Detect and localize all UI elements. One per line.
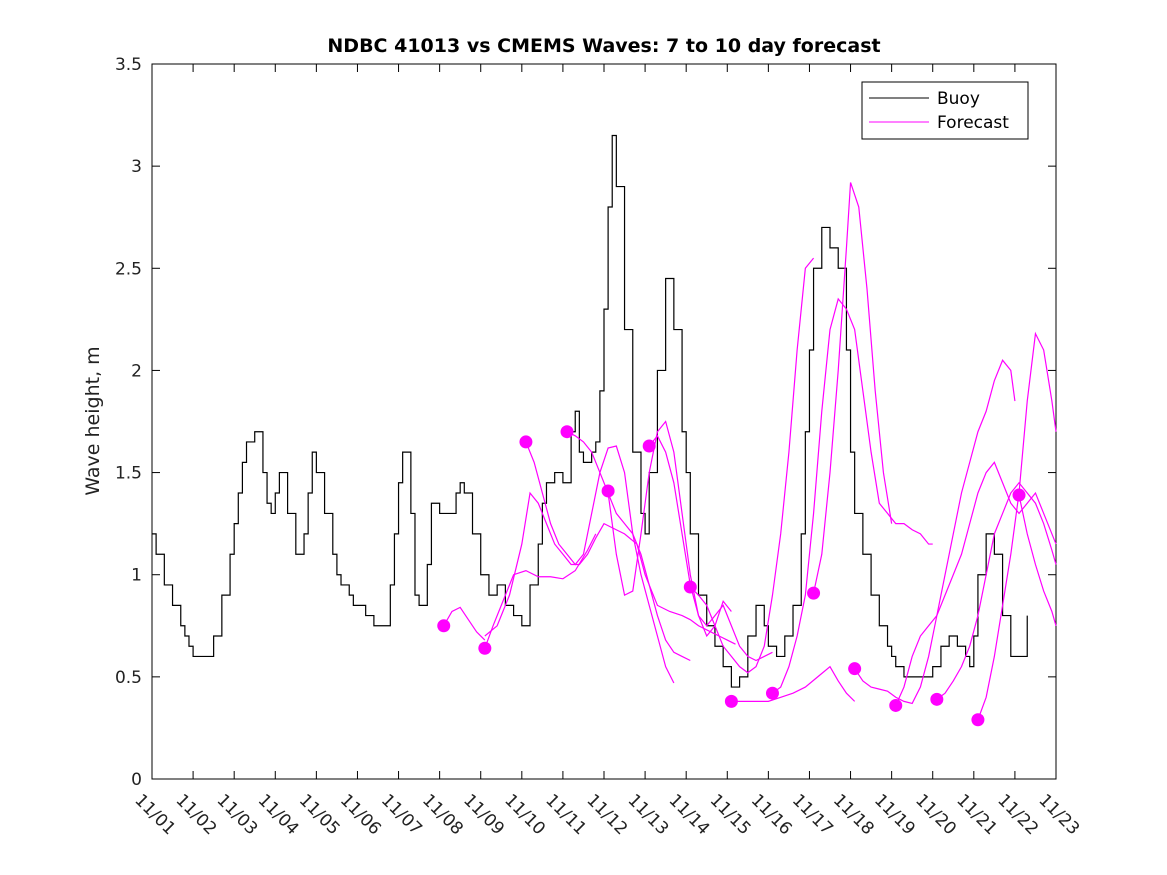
forecast-series-line-7 [648,434,773,662]
legend: Buoy Forecast [861,81,1029,140]
forecast-series-line-16 [1018,494,1057,626]
y-tick-label: 3 [131,157,142,177]
y-tick-label: 0.5 [115,668,142,688]
forecast-marker [601,484,615,498]
y-tick-label: 2 [131,361,142,381]
forecast-marker [765,686,779,700]
y-tick-label: 2.5 [115,259,142,279]
buoy-series-line [152,134,1028,688]
chart-title: NDBC 41013 vs CMEMS Waves: 7 to 10 day f… [327,35,880,57]
forecast-marker [560,425,574,439]
y-axis-label: Wave height, m [82,346,104,495]
forecast-marker [930,692,944,706]
forecast-marker [519,435,533,449]
y-tick-label: 1.5 [115,464,142,484]
plot-area: 00.511.522.533.511/0111/0211/0311/0411/0… [115,55,1083,839]
forecast-series-line-4 [484,491,736,645]
forecast-marker [724,694,738,708]
forecast-marker [683,580,697,594]
forecast-series-line-11 [812,182,893,594]
forecast-series-line-10 [772,297,933,694]
forecast-series-line-14 [936,481,1057,700]
legend-forecast-label: Forecast [937,113,1009,133]
legend-box [861,81,1029,140]
axes-box [151,63,1057,780]
y-tick-label: 1 [131,566,142,586]
forecast-marker [642,439,656,453]
forecast-series-line-8 [689,257,815,674]
forecast-marker [478,641,492,655]
forecast-marker [437,619,451,633]
forecast-marker [889,698,903,712]
forecast-series-line-6 [607,420,732,638]
forecast-marker [848,662,862,676]
forecast-marker [971,713,985,727]
forecast-series-line-1 [443,606,486,641]
forecast-marker [1012,488,1026,502]
forecast-series-line-13 [895,461,1057,706]
forecast-series-line-5 [566,431,691,662]
forecast-marker [807,586,821,600]
y-tick-label: 3.5 [115,55,142,75]
y-tick-label: 0 [131,770,142,790]
forecast-series-line-9 [731,665,856,702]
legend-buoy-label: Buoy [937,89,980,109]
